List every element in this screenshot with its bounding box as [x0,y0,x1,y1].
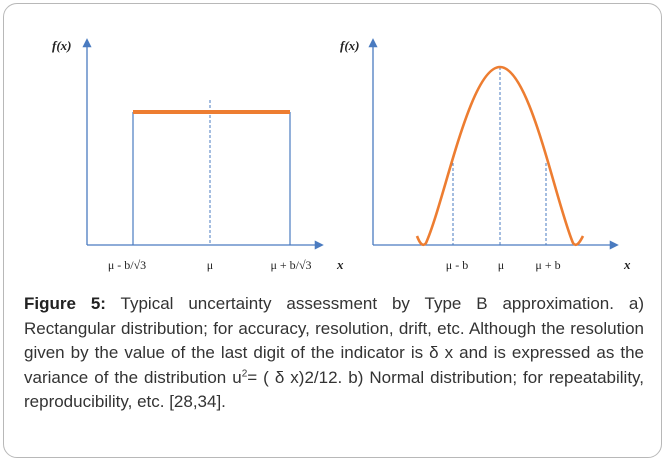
caption: Figure 5: Typical uncertainty assessment… [24,292,644,415]
x-label: x [623,257,631,272]
tick-label: μ [207,258,213,272]
y-label: f(x) [340,38,360,53]
tick-label: μ - b [446,258,468,272]
superscript: 2 [241,368,248,380]
x-label: x [336,257,344,272]
rectangular-diagram: f(x) x μ - b/√3 μ μ + b/√3 [52,38,344,272]
tick-label: μ + b/√3 [270,258,311,272]
tick-label: μ [498,258,504,272]
tick-label: μ - b/√3 [108,258,146,272]
figure-panel [3,3,662,458]
caption-text: Typical uncertainty assessment by Type B… [24,294,644,387]
caption-text: = ( δ x)2/12. b) Normal distribution; fo… [24,367,645,412]
tick-label: μ + b [535,258,560,272]
normal-diagram: f(x) x μ - b μ μ + b [340,38,631,272]
y-label: f(x) [52,38,72,53]
caption-label: Figure 5: [24,294,106,313]
distribution [415,65,585,247]
figure: f(x) x μ - b/√3 μ μ + b/√3 f(x) x μ - b … [52,38,631,272]
